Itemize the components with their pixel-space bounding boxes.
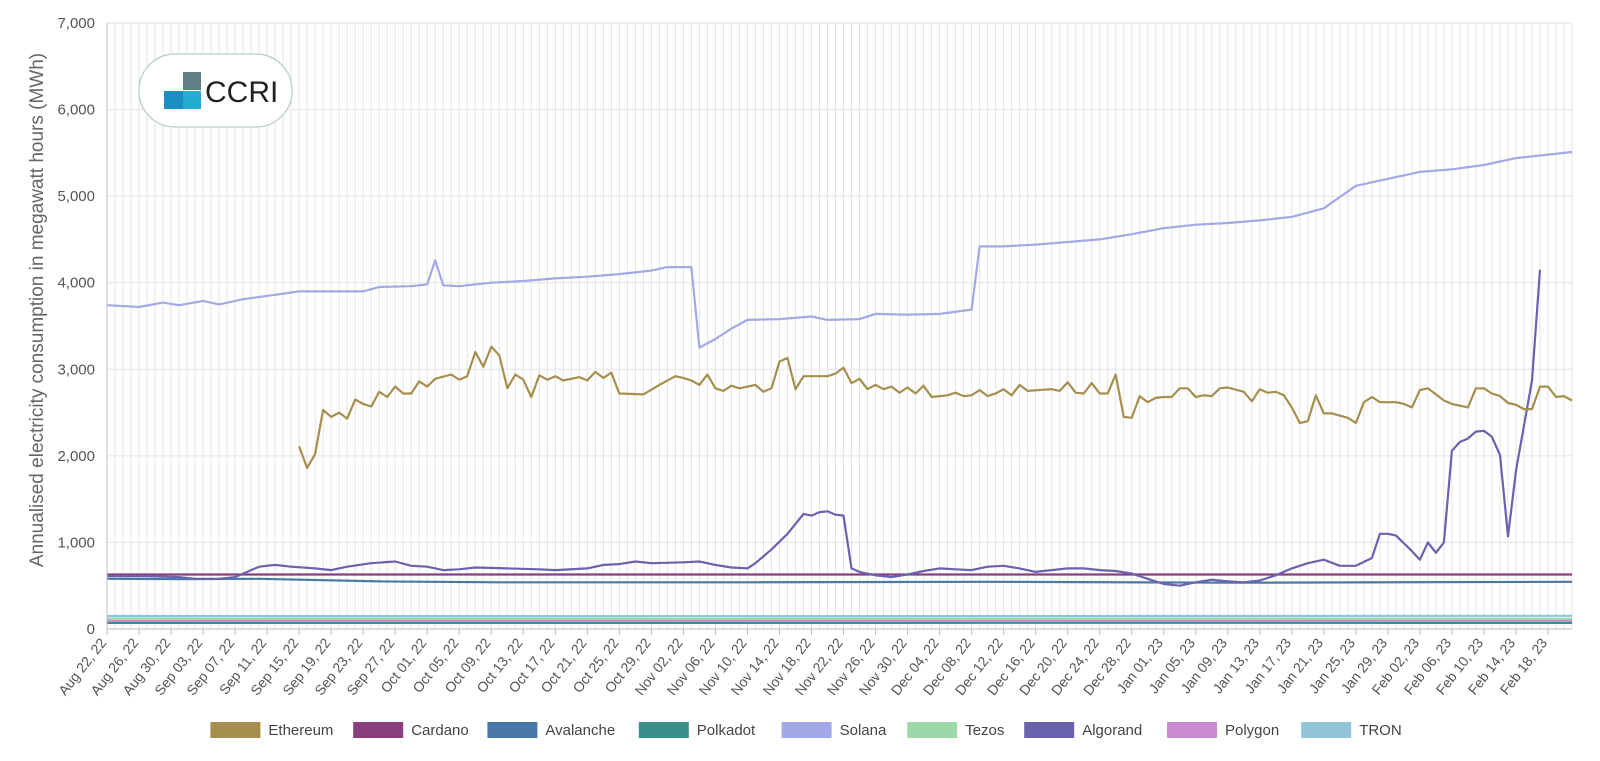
y-tick-label: 2,000 [57, 448, 95, 465]
series-line-avalanche [106, 577, 1573, 584]
legend-swatch [487, 722, 538, 738]
ccri-logo: CCRI [138, 53, 293, 128]
legend-item-algorand[interactable]: Algorand [1024, 722, 1142, 739]
legend: Ethereum Cardano Avalanche Polkadot Solana Te… [210, 722, 1402, 739]
legend-label: Tezos [965, 722, 1004, 739]
y-tick-label: 3,000 [57, 361, 95, 378]
legend-item-polkadot[interactable]: Polkadot [638, 722, 756, 739]
legend-label: Cardano [411, 722, 469, 739]
legend-item-tezos[interactable]: Tezos [907, 722, 1004, 739]
legend-swatch [638, 722, 689, 738]
legend-label: Avalanche [545, 722, 615, 739]
y-axis-label: Annualised electricity consumption in me… [27, 53, 48, 567]
series-line-algorand [107, 269, 1542, 587]
legend-item-cardano[interactable]: Cardano [353, 722, 469, 739]
series-lines [106, 150, 1573, 624]
legend-swatch [210, 722, 261, 738]
legend-label: Polkadot [697, 722, 756, 739]
legend-item-tron[interactable]: TRON [1301, 722, 1402, 739]
y-tick-label: 7,000 [57, 15, 95, 32]
legend-label: Algorand [1082, 722, 1142, 739]
legend-label: Solana [840, 722, 887, 739]
legend-swatch [781, 722, 832, 738]
legend-item-avalanche[interactable]: Avalanche [487, 722, 615, 739]
series-line-solana [106, 150, 1573, 349]
legend-swatch [1301, 722, 1352, 738]
y-tick-label: 5,000 [57, 188, 95, 205]
legend-swatch [907, 722, 958, 738]
legend-swatch [1167, 722, 1217, 738]
grid [106, 22, 1573, 630]
y-tick-label: 6,000 [57, 102, 95, 119]
y-tick-label: 0 [87, 621, 95, 638]
legend-item-solana[interactable]: Solana [781, 722, 887, 739]
y-tick-label: 1,000 [57, 534, 95, 551]
legend-swatch [1024, 722, 1075, 738]
legend-label: TRON [1359, 722, 1402, 739]
legend-item-ethereum[interactable]: Ethereum [210, 722, 333, 739]
y-axis: 0 1,000 2,000 3,000 4,000 5,000 6,000 7,000 [57, 15, 108, 638]
legend-swatch [353, 722, 404, 738]
series-line-ethereum [298, 345, 1573, 470]
legend-item-polygon[interactable]: Polygon [1167, 722, 1279, 739]
y-tick-label: 4,000 [57, 275, 95, 292]
logo-text: CCRI [205, 76, 278, 109]
legend-label: Polygon [1225, 722, 1279, 739]
legend-label: Ethereum [268, 722, 333, 739]
ccri-logo-icon [164, 72, 201, 109]
